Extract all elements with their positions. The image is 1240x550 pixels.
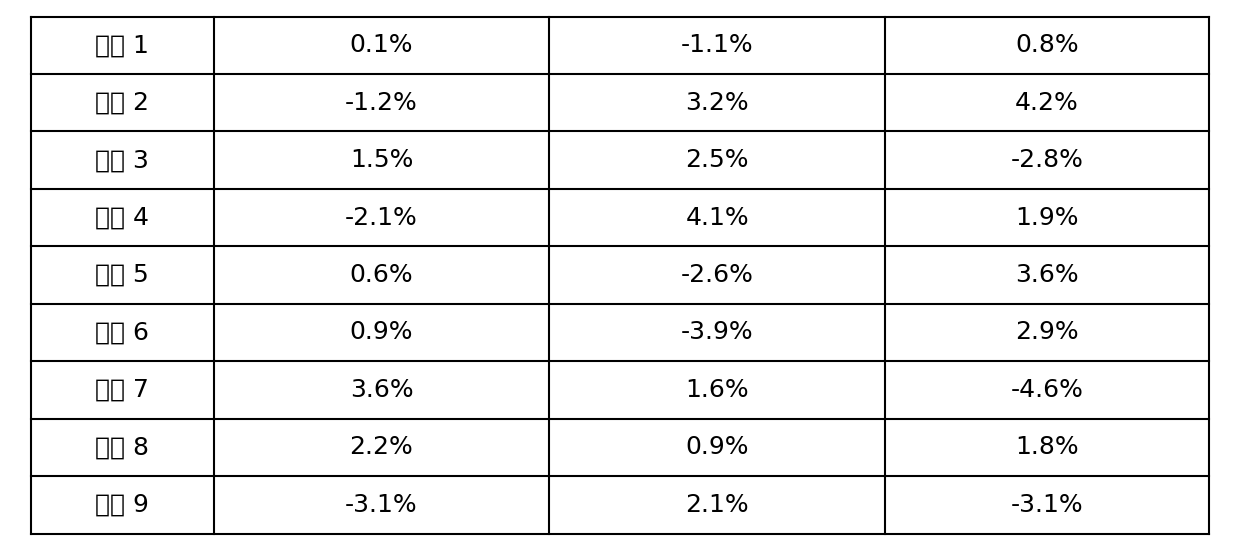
Text: 样本 9: 样本 9 (95, 493, 149, 517)
Text: -2.6%: -2.6% (681, 263, 754, 287)
Text: -1.1%: -1.1% (681, 33, 754, 57)
Text: 3.2%: 3.2% (686, 91, 749, 114)
Text: 1.9%: 1.9% (1016, 206, 1079, 229)
Text: 样本 8: 样本 8 (95, 436, 149, 459)
Text: 4.1%: 4.1% (686, 206, 749, 229)
Text: 2.1%: 2.1% (686, 493, 749, 517)
Text: 1.5%: 1.5% (350, 148, 413, 172)
Text: 样本 5: 样本 5 (95, 263, 149, 287)
Text: 2.9%: 2.9% (1016, 321, 1079, 344)
Text: -2.1%: -2.1% (345, 206, 418, 229)
Text: -3.1%: -3.1% (1011, 493, 1084, 517)
Text: 样本 7: 样本 7 (95, 378, 149, 402)
Text: 样本 1: 样本 1 (95, 33, 149, 57)
Text: 2.5%: 2.5% (686, 148, 749, 172)
Text: 样本 4: 样本 4 (95, 206, 149, 229)
Text: 1.8%: 1.8% (1016, 436, 1079, 459)
Text: 样本 6: 样本 6 (95, 321, 149, 344)
Text: 0.6%: 0.6% (350, 263, 413, 287)
Text: 0.9%: 0.9% (350, 321, 413, 344)
Text: 3.6%: 3.6% (1016, 263, 1079, 287)
Text: 样本 2: 样本 2 (95, 91, 149, 114)
Text: -2.8%: -2.8% (1011, 148, 1084, 172)
Text: 样本 3: 样本 3 (95, 148, 149, 172)
Text: 0.8%: 0.8% (1016, 33, 1079, 57)
Text: 2.2%: 2.2% (350, 436, 413, 459)
Text: -4.6%: -4.6% (1011, 378, 1084, 402)
Text: -3.1%: -3.1% (345, 493, 418, 517)
Text: 0.1%: 0.1% (350, 33, 413, 57)
Text: -3.9%: -3.9% (681, 321, 754, 344)
Text: 3.6%: 3.6% (350, 378, 413, 402)
Text: -1.2%: -1.2% (345, 91, 418, 114)
Text: 4.2%: 4.2% (1016, 91, 1079, 114)
Text: 1.6%: 1.6% (686, 378, 749, 402)
Text: 0.9%: 0.9% (686, 436, 749, 459)
